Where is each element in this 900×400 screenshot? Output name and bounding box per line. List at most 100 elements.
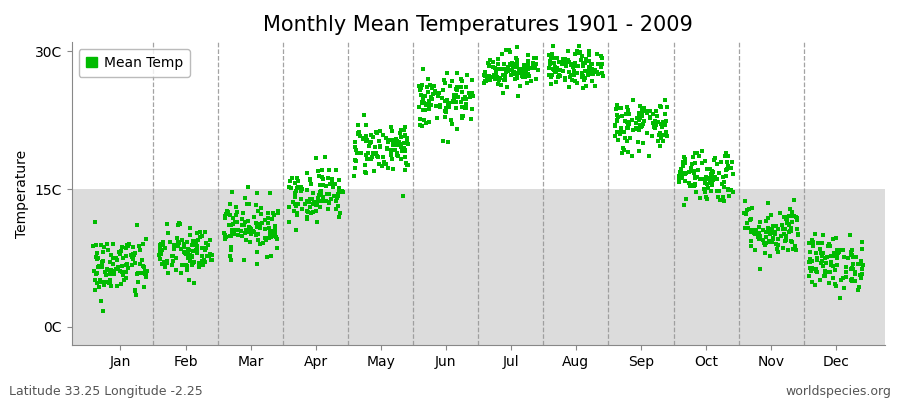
Point: [578, 75, 592, 81]
Point: [766, 235, 780, 241]
Point: [817, 255, 832, 261]
Point: [263, 229, 277, 235]
Point: [688, 174, 702, 180]
Point: [698, 158, 713, 164]
Point: [336, 189, 350, 195]
Point: [422, 106, 436, 113]
Point: [383, 152, 398, 158]
Point: [654, 124, 669, 130]
Point: [562, 58, 576, 65]
Point: [356, 112, 371, 118]
Point: [331, 185, 346, 191]
Point: [121, 243, 135, 250]
Point: [260, 253, 274, 260]
Point: [158, 258, 173, 265]
Point: [775, 222, 789, 228]
Point: [235, 222, 249, 228]
Point: [286, 198, 301, 205]
Point: [417, 100, 431, 106]
Point: [94, 298, 108, 304]
Point: [270, 245, 284, 251]
Point: [129, 250, 143, 256]
Point: [631, 114, 645, 121]
Point: [459, 100, 473, 107]
Point: [637, 118, 652, 124]
Point: [316, 182, 330, 188]
Point: [646, 120, 661, 126]
Point: [358, 162, 373, 168]
Point: [166, 258, 180, 264]
Point: [610, 116, 625, 123]
Point: [196, 262, 211, 268]
Point: [335, 188, 349, 194]
Point: [774, 233, 788, 240]
Point: [505, 60, 519, 66]
Point: [125, 262, 140, 268]
Point: [596, 73, 610, 80]
Point: [386, 142, 400, 148]
Point: [839, 274, 853, 280]
Point: [364, 132, 378, 138]
Point: [155, 261, 169, 267]
Point: [290, 175, 304, 182]
Point: [124, 254, 139, 260]
Point: [634, 110, 649, 116]
Point: [632, 148, 646, 155]
Point: [756, 227, 770, 234]
Point: [326, 184, 340, 190]
Y-axis label: Temperature: Temperature: [15, 150, 29, 238]
Point: [621, 148, 635, 155]
Point: [391, 150, 405, 156]
Point: [678, 178, 692, 184]
Point: [608, 133, 622, 139]
Point: [220, 208, 235, 215]
Point: [690, 167, 705, 174]
Point: [653, 142, 668, 149]
Point: [457, 105, 472, 111]
Point: [517, 62, 531, 68]
Point: [783, 212, 797, 219]
Point: [133, 261, 148, 268]
Point: [680, 195, 694, 202]
Point: [306, 200, 320, 207]
Point: [699, 175, 714, 182]
Point: [718, 153, 733, 159]
Point: [189, 242, 203, 248]
Point: [619, 111, 634, 118]
Point: [761, 225, 776, 231]
Point: [703, 166, 717, 173]
Point: [172, 240, 186, 246]
Point: [616, 145, 630, 152]
Point: [240, 200, 255, 207]
Point: [244, 230, 258, 237]
Point: [238, 237, 253, 244]
Point: [685, 182, 699, 188]
Point: [138, 271, 152, 278]
Point: [558, 76, 572, 82]
Point: [783, 228, 797, 234]
Point: [826, 236, 841, 242]
Point: [93, 277, 107, 283]
Point: [95, 264, 110, 270]
Point: [136, 263, 150, 270]
Point: [557, 77, 572, 83]
Point: [222, 253, 237, 260]
Point: [827, 249, 842, 256]
Point: [553, 67, 567, 74]
Point: [813, 246, 827, 252]
Point: [673, 172, 688, 178]
Point: [808, 266, 823, 272]
Point: [613, 105, 627, 111]
Point: [124, 253, 139, 259]
Point: [168, 267, 183, 274]
Point: [633, 103, 647, 109]
Point: [492, 76, 507, 83]
Point: [107, 270, 122, 277]
Point: [693, 195, 707, 202]
Point: [789, 214, 804, 220]
Point: [175, 237, 189, 243]
Point: [263, 190, 277, 196]
Point: [86, 242, 101, 249]
Point: [501, 68, 516, 75]
Point: [700, 181, 715, 188]
